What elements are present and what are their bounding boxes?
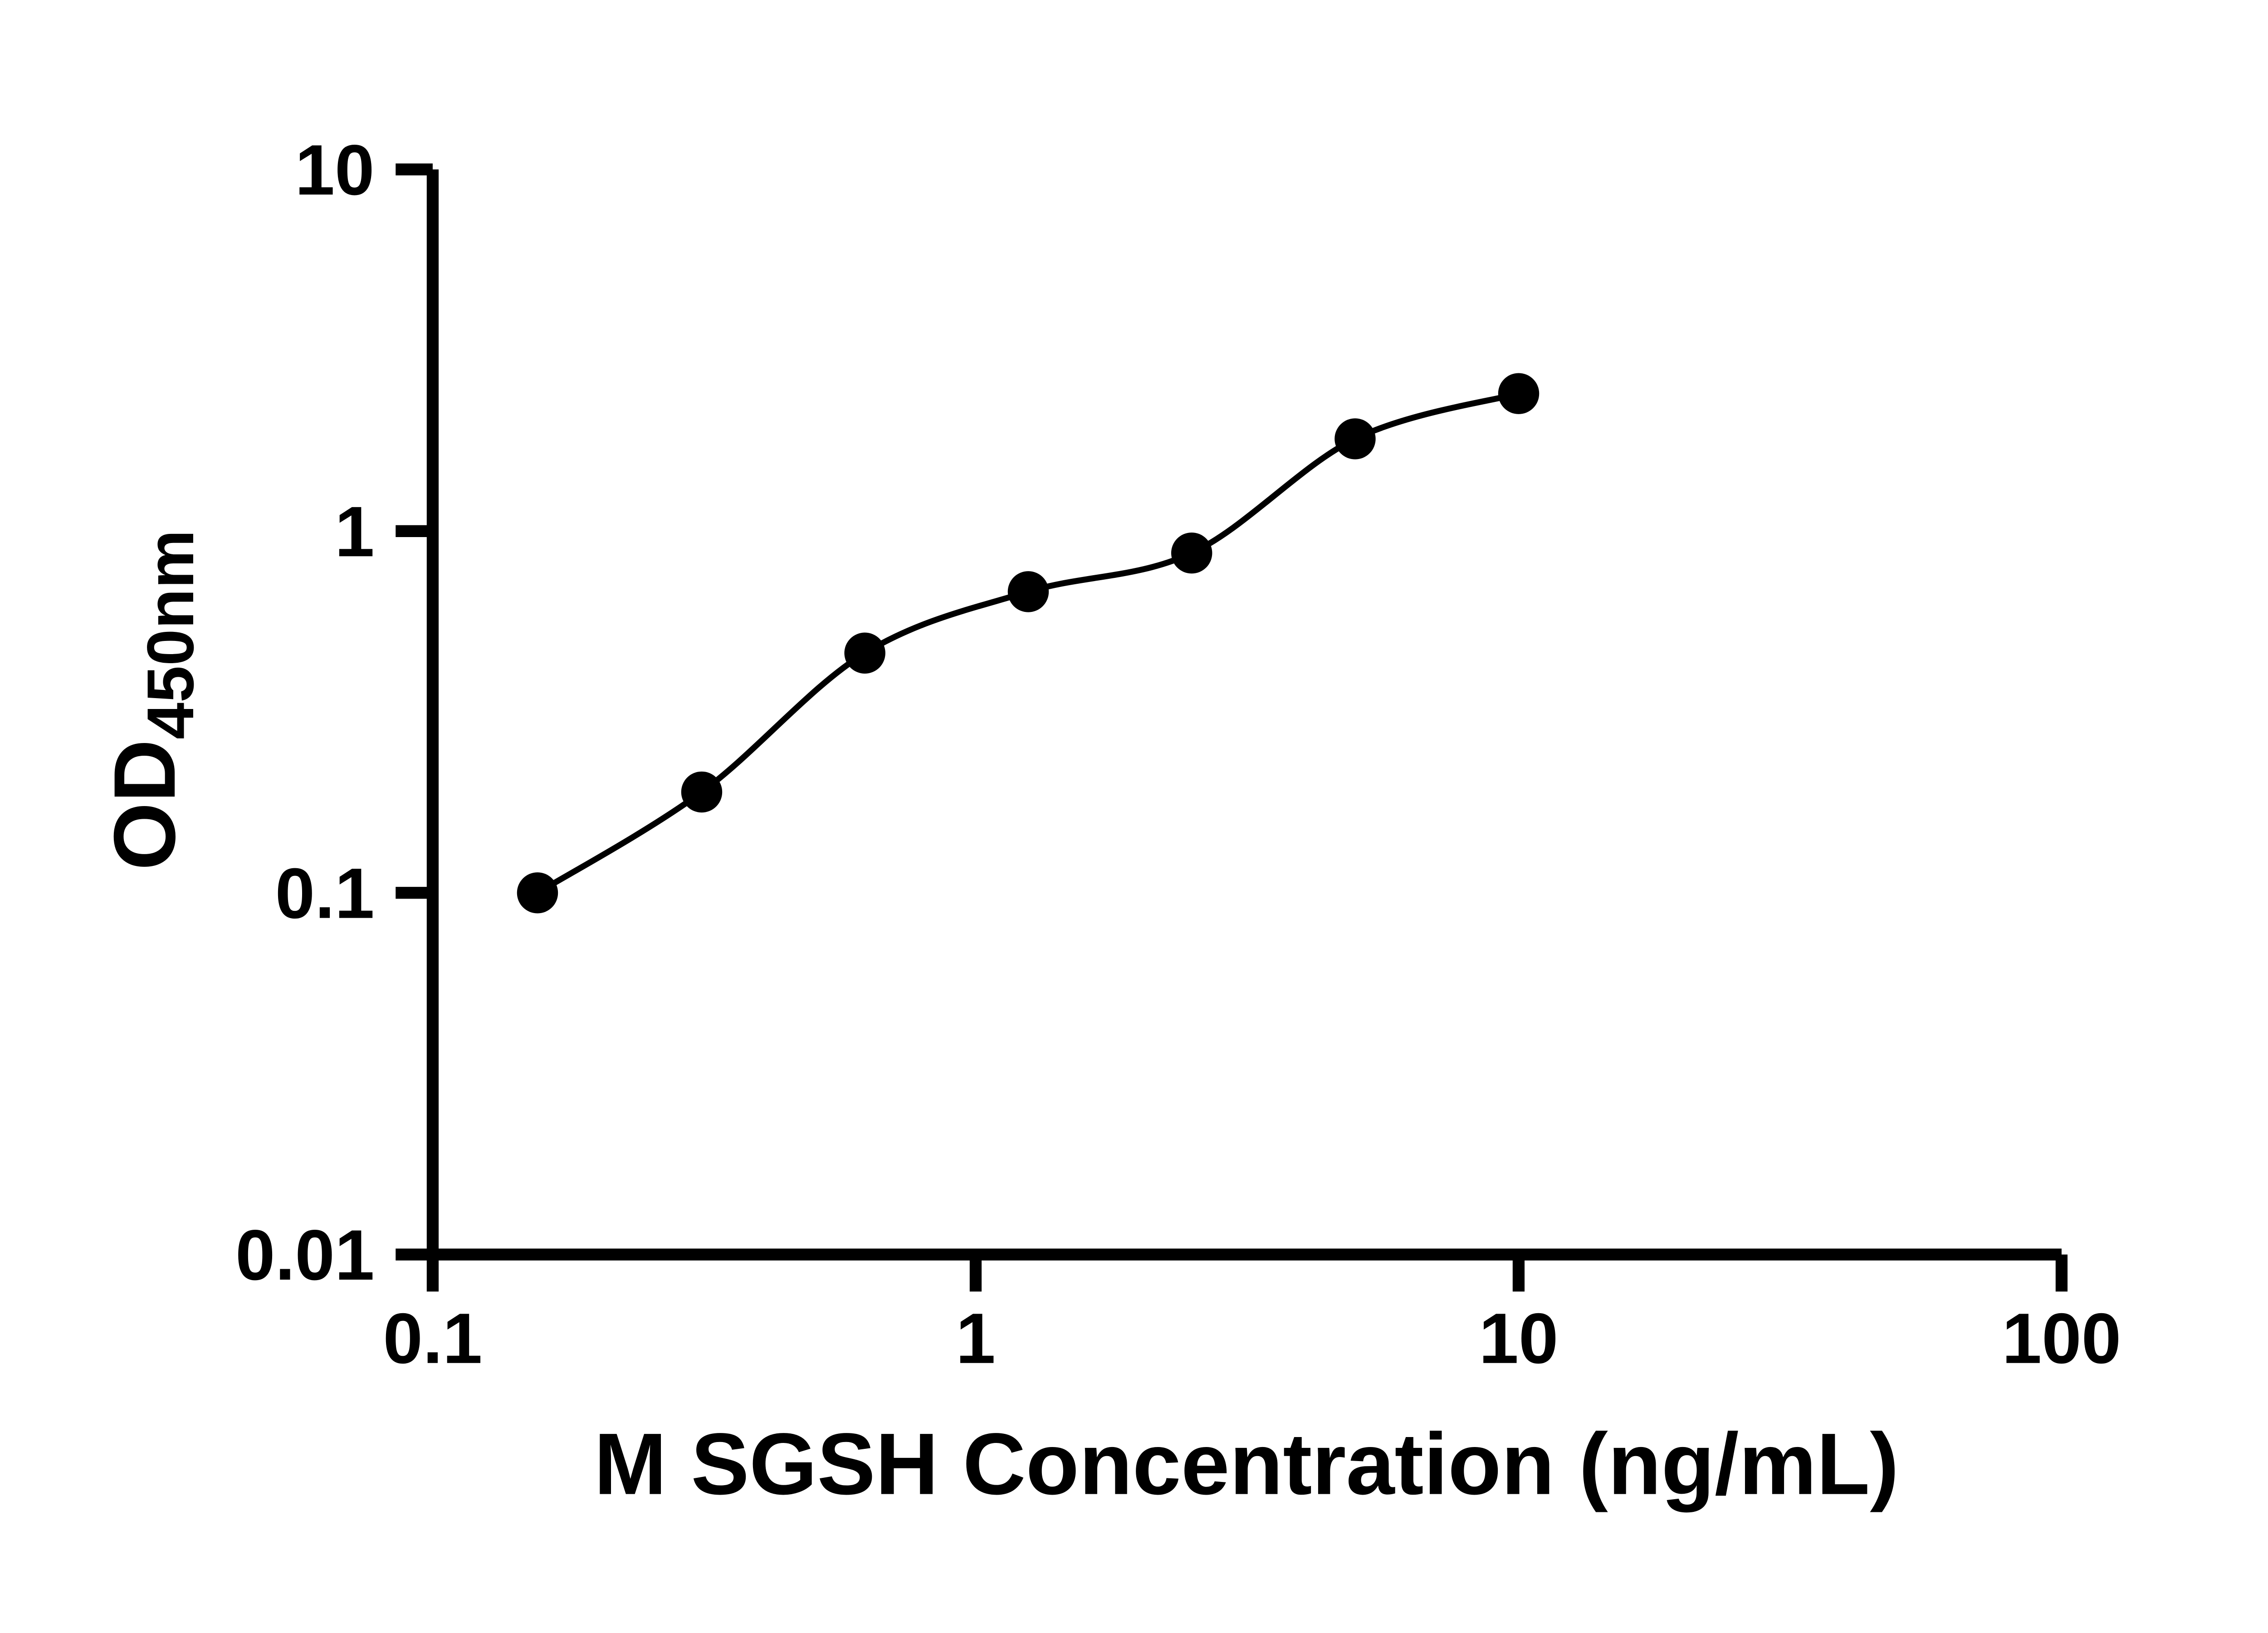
y-axis-title-main: OD	[96, 739, 193, 870]
y-axis-tick-label-0.1: 0.1	[275, 854, 375, 934]
data-point-3	[1007, 571, 1049, 612]
y-axis-title-subscript: 450nm	[133, 530, 207, 739]
fit-curve	[536, 391, 1520, 895]
data-point-0	[517, 872, 558, 914]
y-axis-tick-label-1: 1	[335, 492, 375, 572]
x-axis-tick-label-1: 1	[956, 1299, 996, 1379]
x-axis-tick-label-100: 100	[2002, 1299, 2121, 1379]
axes-layer	[426, 169, 2062, 1261]
axis-lines	[426, 169, 2062, 1261]
y-axis-tick-label-0.01: 0.01	[235, 1215, 375, 1295]
data-point-6	[1498, 373, 1540, 414]
data-point-2	[844, 632, 885, 674]
y-axis-tick-label-10: 10	[295, 130, 374, 210]
data-point-1	[681, 771, 723, 813]
data-point-4	[1171, 532, 1212, 574]
x-axis-tick-label-0.1: 0.1	[383, 1299, 482, 1379]
x-axis-tick-label-10: 10	[1479, 1299, 1558, 1379]
ticks-layer	[396, 163, 2068, 1292]
x-axis-title: M SGSH Concentration (ng/mL)	[594, 1415, 1899, 1513]
series-layer	[517, 373, 1540, 914]
y-axis-title: OD450nm	[96, 530, 207, 870]
data-point-5	[1334, 418, 1376, 460]
